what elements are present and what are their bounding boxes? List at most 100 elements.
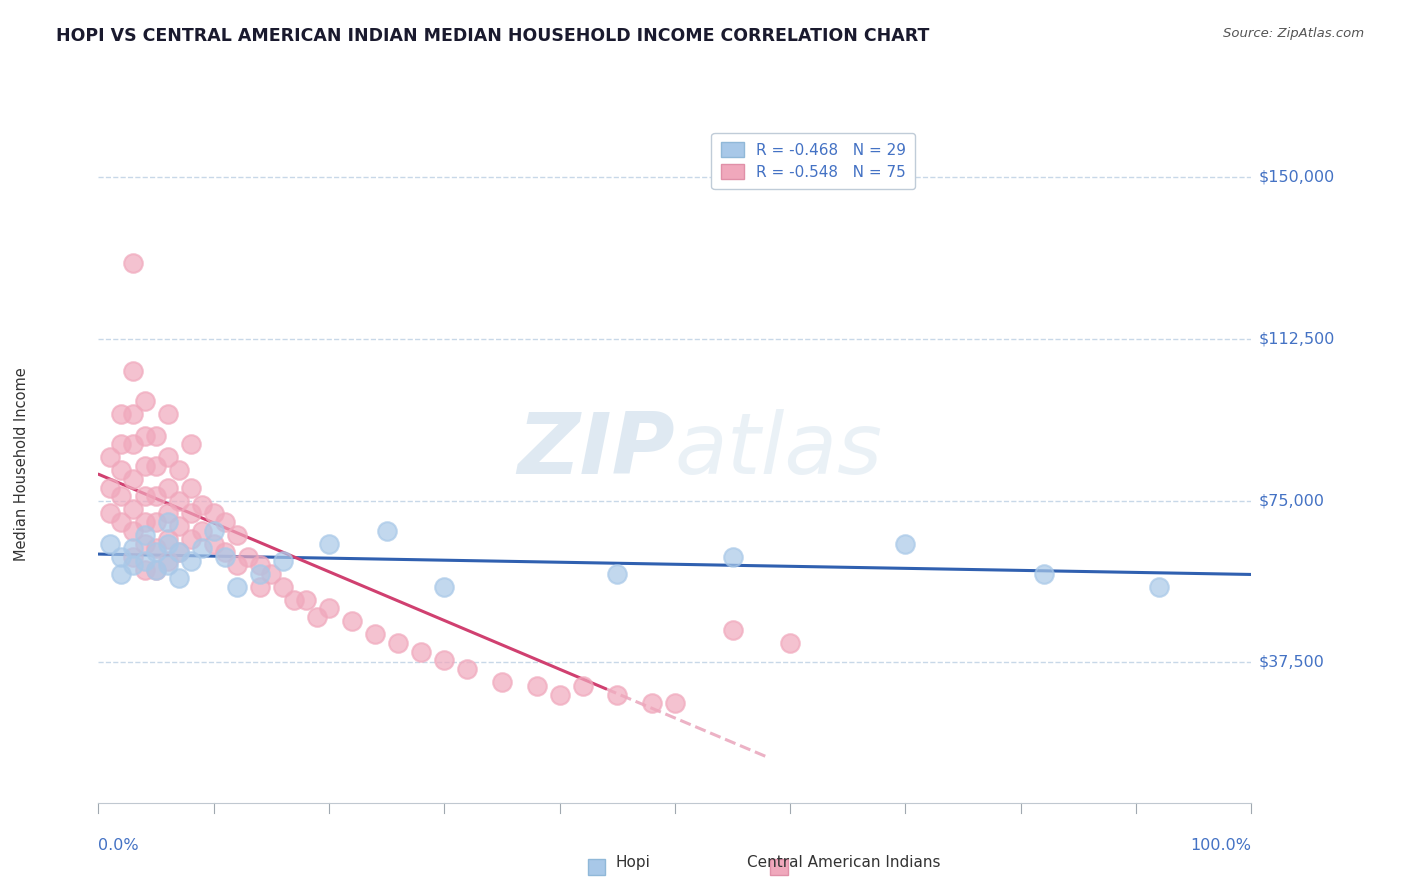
Point bbox=[98, 450, 121, 465]
Point bbox=[98, 537, 121, 551]
Point bbox=[110, 489, 132, 503]
Point bbox=[156, 537, 179, 551]
Point bbox=[110, 549, 132, 564]
Point bbox=[894, 537, 917, 551]
Point bbox=[110, 515, 132, 529]
Point bbox=[225, 558, 247, 573]
Text: Hopi: Hopi bbox=[616, 855, 650, 870]
Point bbox=[145, 515, 167, 529]
Point bbox=[214, 549, 236, 564]
Point bbox=[260, 566, 283, 581]
Point bbox=[548, 688, 571, 702]
Text: $75,000: $75,000 bbox=[1258, 493, 1324, 508]
Text: $37,500: $37,500 bbox=[1258, 655, 1324, 670]
Point bbox=[202, 537, 225, 551]
Point bbox=[156, 450, 179, 465]
Text: $150,000: $150,000 bbox=[1258, 169, 1334, 184]
Point bbox=[145, 563, 167, 577]
Point bbox=[318, 601, 340, 615]
Point bbox=[1147, 580, 1170, 594]
Point bbox=[606, 566, 628, 581]
Point bbox=[180, 554, 202, 568]
Point bbox=[721, 623, 744, 637]
Point bbox=[122, 364, 145, 378]
Point bbox=[375, 524, 398, 538]
Point bbox=[134, 563, 156, 577]
Point bbox=[456, 662, 478, 676]
Point bbox=[249, 566, 271, 581]
Point bbox=[122, 502, 145, 516]
Point bbox=[295, 592, 318, 607]
Point bbox=[110, 566, 132, 581]
Point bbox=[364, 627, 387, 641]
Point bbox=[1032, 566, 1054, 581]
Point bbox=[411, 645, 433, 659]
Text: ZIP: ZIP bbox=[517, 409, 675, 491]
Point bbox=[110, 407, 132, 421]
Point bbox=[283, 592, 305, 607]
Point bbox=[571, 679, 593, 693]
Point bbox=[271, 554, 294, 568]
Point bbox=[134, 429, 156, 443]
Point bbox=[145, 541, 167, 555]
Point bbox=[641, 697, 664, 711]
Point bbox=[156, 507, 179, 521]
Point bbox=[122, 541, 145, 555]
Point bbox=[238, 549, 260, 564]
Point bbox=[134, 537, 156, 551]
Point bbox=[307, 610, 329, 624]
Point bbox=[156, 558, 179, 573]
Point bbox=[134, 528, 156, 542]
Text: atlas: atlas bbox=[675, 409, 883, 491]
Point bbox=[145, 563, 167, 577]
Point bbox=[134, 554, 156, 568]
Point bbox=[318, 537, 340, 551]
Point bbox=[526, 679, 548, 693]
Text: 0.0%: 0.0% bbox=[98, 838, 139, 854]
Point bbox=[721, 549, 744, 564]
Text: Median Household Income: Median Household Income bbox=[14, 367, 28, 561]
Point bbox=[214, 515, 236, 529]
Point bbox=[110, 463, 132, 477]
Point bbox=[145, 458, 167, 473]
Point bbox=[134, 458, 156, 473]
Legend: R = -0.468   N = 29, R = -0.548   N = 75: R = -0.468 N = 29, R = -0.548 N = 75 bbox=[711, 133, 915, 189]
Point bbox=[191, 541, 214, 555]
Point bbox=[225, 580, 247, 594]
Point bbox=[606, 688, 628, 702]
Point bbox=[145, 489, 167, 503]
Point bbox=[167, 545, 190, 559]
Text: Source: ZipAtlas.com: Source: ZipAtlas.com bbox=[1223, 27, 1364, 40]
Point bbox=[122, 549, 145, 564]
Point bbox=[167, 571, 190, 585]
Point bbox=[145, 429, 167, 443]
Point bbox=[202, 524, 225, 538]
Point bbox=[340, 615, 363, 629]
Point bbox=[167, 463, 190, 477]
Point bbox=[145, 545, 167, 559]
Point bbox=[202, 507, 225, 521]
Text: Central American Indians: Central American Indians bbox=[747, 855, 941, 870]
Point bbox=[98, 507, 121, 521]
Point bbox=[134, 515, 156, 529]
Point bbox=[167, 519, 190, 533]
Point bbox=[180, 437, 202, 451]
Point bbox=[156, 533, 179, 547]
Point bbox=[167, 493, 190, 508]
Point bbox=[167, 545, 190, 559]
Text: $112,500: $112,500 bbox=[1258, 331, 1334, 346]
Point bbox=[491, 674, 513, 689]
Point bbox=[134, 394, 156, 409]
Point bbox=[433, 580, 456, 594]
Point bbox=[122, 256, 145, 270]
Point bbox=[156, 515, 179, 529]
Point bbox=[156, 554, 179, 568]
Point bbox=[98, 481, 121, 495]
Point bbox=[779, 636, 801, 650]
Point bbox=[180, 507, 202, 521]
Point bbox=[156, 407, 179, 421]
Point bbox=[271, 580, 294, 594]
Point bbox=[122, 524, 145, 538]
Point bbox=[122, 407, 145, 421]
Bar bbox=[588, 859, 606, 875]
